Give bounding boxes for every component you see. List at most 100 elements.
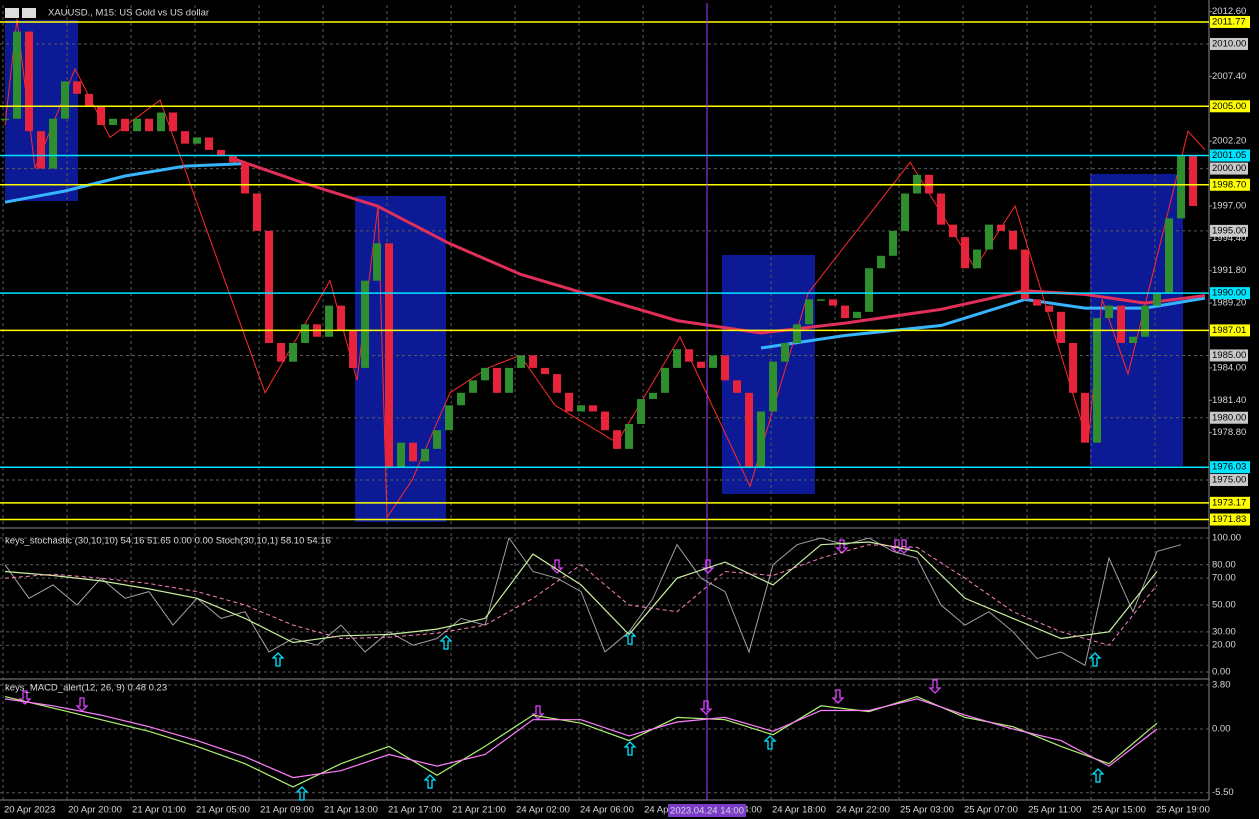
y-tick-label: 2010.00 (1212, 39, 1246, 50)
level-label: 2001.05 (1212, 150, 1246, 161)
candle (1117, 305, 1126, 343)
candle (373, 243, 382, 281)
candle (469, 380, 478, 393)
level-label: 1990.00 (1212, 288, 1246, 299)
panel-borders (0, 0, 1210, 801)
candle (805, 299, 814, 325)
candle (1141, 305, 1150, 337)
candle (253, 193, 262, 231)
candle (637, 399, 646, 424)
candle (1177, 156, 1186, 219)
tick-label-box (1210, 474, 1248, 487)
symbol-icons (5, 8, 36, 18)
candle (673, 349, 682, 368)
indicator-line (4, 541, 1158, 644)
y-tick-label: 1994.40 (1212, 233, 1246, 244)
candle (601, 411, 610, 431)
candle (49, 118, 58, 169)
y-tick-label: -5.50 (1212, 787, 1234, 798)
candle (589, 405, 598, 412)
candle (721, 355, 730, 381)
x-tick-label: 24 Apr 06:00 (580, 805, 634, 816)
candle (853, 311, 862, 319)
candle (61, 81, 70, 119)
x-tick-label: 24 Apr 18:00 (772, 805, 826, 816)
candle (1105, 305, 1114, 319)
candle (1129, 336, 1138, 343)
candle (541, 367, 550, 375)
y-tick-label: 1989.20 (1212, 298, 1246, 309)
level-label: 1971.83 (1212, 514, 1246, 525)
candle (757, 411, 766, 468)
buy-arrow (440, 635, 452, 650)
candle (817, 299, 826, 301)
candle (421, 448, 430, 462)
x-tick-label: 21 Apr 13:00 (324, 805, 378, 816)
candle (1081, 392, 1090, 443)
candle (661, 367, 670, 393)
candle (613, 430, 622, 449)
sell-arrow (836, 539, 848, 554)
y-tick-label: 2012.60 (1212, 6, 1246, 17)
candle (901, 193, 910, 231)
x-tick-label: 20 Apr 2023 (4, 805, 55, 816)
y-tick-label: 1997.00 (1212, 200, 1246, 211)
y-tick-label: 2000.00 (1212, 163, 1246, 174)
candle (349, 330, 358, 368)
candle (241, 162, 250, 194)
y-tick-label: 100.00 (1212, 532, 1241, 543)
candle (361, 280, 370, 368)
level-label-box (1210, 461, 1250, 474)
candle (301, 324, 310, 343)
candle (1165, 218, 1174, 294)
x-tick-label: 21 Apr 01:00 (132, 805, 186, 816)
candle (109, 118, 118, 125)
level-label-box (1210, 324, 1250, 337)
crosshair-label-box (668, 804, 747, 817)
candle (181, 131, 190, 144)
panel-title: keys_stochastic (30,10,10) 54.16 51.65 0… (5, 536, 331, 547)
y-tick-label: 1978.80 (1212, 427, 1246, 438)
y-tick-label: 1985.00 (1212, 350, 1246, 361)
candle (169, 112, 178, 132)
x-tick-label: 25 Apr 19:00 (1156, 805, 1210, 816)
candle (481, 367, 490, 381)
candle (685, 349, 694, 362)
candle (1045, 305, 1054, 312)
candle (445, 405, 454, 431)
tick-label-box (1210, 411, 1248, 424)
candle (1057, 311, 1066, 343)
y-tick-label: 1984.00 (1212, 362, 1246, 373)
y-tick-label: 30.00 (1212, 626, 1236, 637)
x-tick-label: 25 Apr 07:00 (964, 805, 1018, 816)
candle (289, 342, 298, 362)
level-label-box (1210, 496, 1250, 509)
y-tick-label: 1975.00 (1212, 475, 1246, 486)
level-label: 2005.00 (1212, 101, 1246, 112)
candle (937, 193, 946, 225)
indicator-line (4, 544, 1158, 646)
level-label: 1998.70 (1212, 179, 1246, 190)
candle (529, 355, 538, 368)
candle (493, 367, 502, 393)
candle (949, 224, 958, 238)
candle (409, 442, 418, 462)
candle (1009, 230, 1018, 250)
y-tick-label: 3.80 (1212, 679, 1231, 690)
candle (517, 355, 526, 368)
candle (973, 249, 982, 269)
x-tick-label: 25 Apr 11:00 (1028, 805, 1081, 816)
candle (1, 118, 10, 121)
candle (97, 106, 106, 125)
x-tick-label: 21 Apr 21:00 (452, 805, 506, 816)
y-tick-label: 1991.80 (1212, 265, 1246, 276)
candle (121, 118, 130, 132)
candle (1021, 249, 1030, 300)
buy-arrow (1092, 768, 1104, 783)
x-tick-label: 25 Apr 15:00 (1092, 805, 1146, 816)
candle (877, 255, 886, 269)
candle (37, 131, 46, 169)
candle (133, 118, 142, 132)
